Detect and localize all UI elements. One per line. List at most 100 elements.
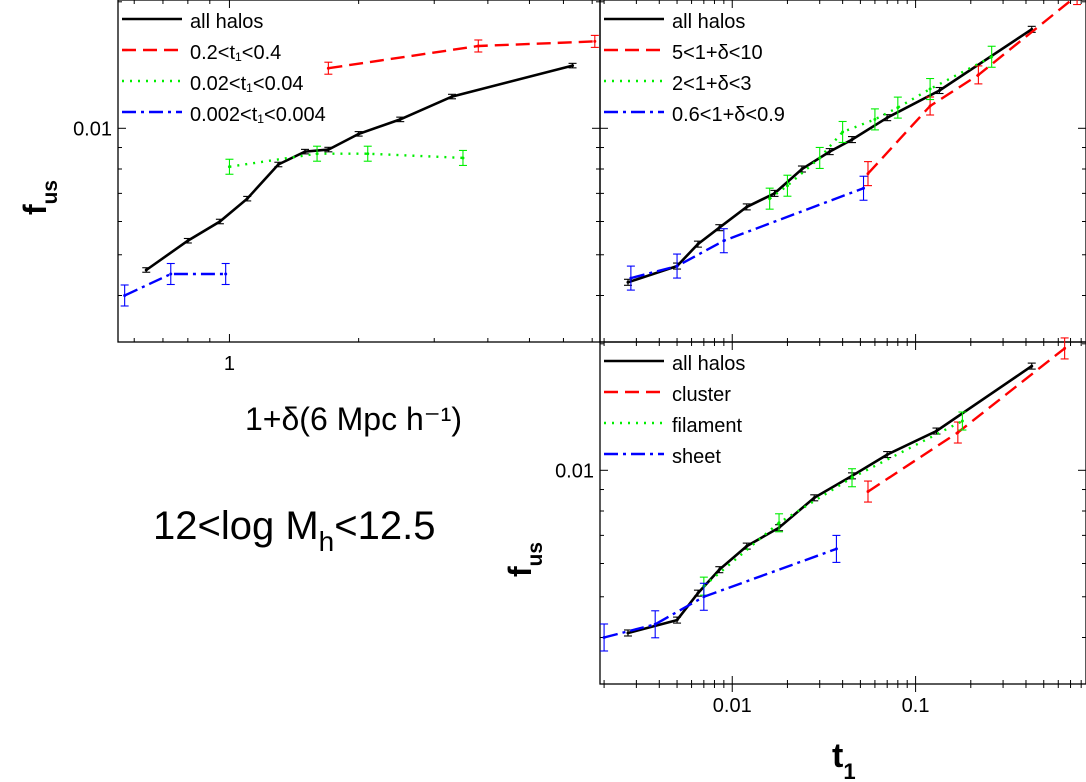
panel-density-bins-vs-t1: all halos 5<1+δ<10 2<1+δ<3 0.6<1+δ<0.9 [599, 0, 1086, 343]
error-bar [693, 589, 702, 597]
error-bar [474, 39, 483, 53]
data-point [990, 55, 994, 59]
data-point [885, 116, 889, 120]
data-point [675, 264, 679, 268]
data-point [245, 197, 249, 201]
data-point [834, 547, 838, 551]
series-line [229, 152, 464, 168]
data-point [626, 631, 630, 635]
data-point [227, 165, 231, 169]
error-bar [225, 158, 234, 175]
series-2<1+δ<3 [765, 45, 996, 210]
error-bar [142, 267, 151, 273]
legend-entry: 0.6<1+δ<0.9 [672, 104, 785, 126]
data-point [800, 167, 804, 171]
series-all halos [142, 62, 577, 273]
data-point [885, 453, 889, 457]
error-bar [810, 494, 819, 502]
series-5<1+δ<10 [863, 0, 1082, 187]
series-line [867, 347, 1066, 493]
series-line [627, 365, 1033, 635]
data-point [571, 64, 575, 68]
data-point [461, 156, 465, 160]
error-bar [935, 86, 944, 95]
legend: all halos cluster filament sheet [604, 353, 745, 468]
series-line [703, 419, 963, 588]
error-bar [458, 149, 467, 166]
data-point [315, 152, 319, 156]
data-point [1030, 364, 1034, 368]
series-cluster [863, 337, 1069, 503]
error-bar [775, 513, 784, 533]
data-point [862, 186, 866, 190]
series-filament [699, 411, 967, 596]
data-point [937, 89, 941, 93]
error-bar [974, 65, 983, 85]
error-bar [870, 108, 879, 131]
error-bar [825, 148, 834, 156]
error-bar [926, 77, 935, 101]
data-point [841, 130, 845, 134]
error-bar [893, 96, 902, 119]
series-0.6<1+δ<0.9 [626, 175, 868, 291]
error-bar [590, 34, 599, 48]
error-bar [1027, 362, 1036, 370]
error-bar [1060, 337, 1069, 360]
data-point [653, 622, 657, 626]
data-point [873, 117, 877, 121]
panel-density: 1 0.01 all halos 0.2<t₁<0.4 0.02<t₁<0.04 0.00… [73, 0, 601, 375]
legend-entry: 2<1+δ<3 [672, 73, 752, 95]
error-bar [953, 421, 962, 444]
legend-entry: 0.002<t₁<0.004 [190, 104, 326, 126]
error-bar [848, 136, 857, 144]
legend-entry: filament [672, 415, 742, 437]
data-point [357, 132, 361, 136]
data-point [224, 272, 228, 276]
error-bar [815, 146, 824, 169]
error-bar [838, 120, 847, 144]
legend: all halos 0.2<t₁<0.4 0.02<t₁<0.04 0.002<t₁<… [122, 11, 326, 126]
error-bar [987, 45, 996, 68]
data-point [928, 87, 932, 91]
legend-entry: cluster [672, 384, 731, 406]
data-point [702, 595, 706, 599]
error-bar [848, 468, 857, 488]
error-bar [958, 411, 967, 431]
axis-ticks [600, 342, 1086, 692]
error-bar [699, 582, 708, 611]
data-point [772, 191, 776, 195]
error-bar [274, 161, 283, 168]
data-point [675, 618, 679, 622]
data-point [696, 591, 700, 595]
series-line [867, 0, 1074, 175]
error-bar [183, 237, 192, 244]
series-0.02<t₁<0.04 [225, 145, 467, 175]
data-point [629, 276, 633, 280]
error-bar [770, 189, 779, 197]
error-bar [673, 616, 682, 624]
legend-entry: all halos [190, 11, 263, 33]
data-point [326, 148, 330, 152]
error-bar [166, 262, 175, 286]
x-tick-label: 0.1 [902, 695, 930, 717]
error-bar [673, 253, 682, 279]
series-line [603, 547, 837, 639]
data-point [276, 163, 280, 167]
data-point [866, 172, 870, 176]
data-point [123, 293, 127, 297]
data-point [976, 73, 980, 77]
series-line [124, 272, 226, 297]
error-bar [600, 623, 609, 652]
data-point [326, 66, 330, 70]
data-point [626, 280, 630, 284]
series-line [145, 64, 573, 272]
panel-environment-vs-t1: 0.01 0.1 0.01 all halos cluster filament sheet [555, 337, 1086, 717]
panel-environment-ylabel: fus [502, 542, 547, 577]
error-bar [363, 145, 372, 162]
error-bar [832, 534, 841, 563]
series-0.2<t₁<0.4 [324, 34, 599, 75]
error-bar [742, 203, 751, 211]
error-bar [765, 187, 774, 210]
data-point [398, 117, 402, 121]
x-axis-label-t1: t1 [832, 737, 856, 782]
